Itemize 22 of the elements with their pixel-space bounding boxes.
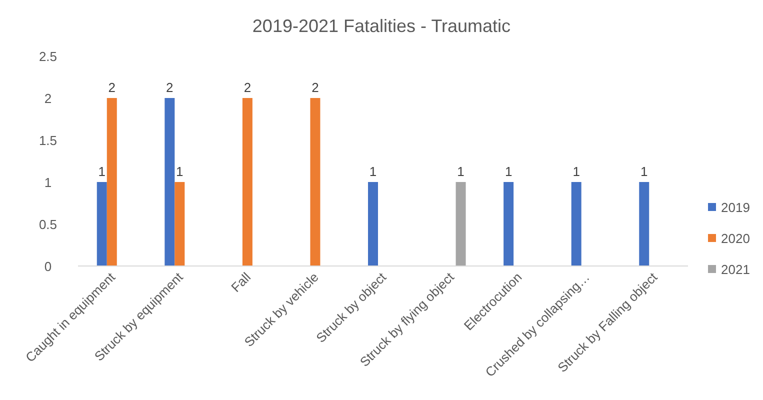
legend-label: 2020	[721, 231, 750, 246]
y-tick-label: 1	[44, 175, 52, 190]
data-label: 1	[572, 164, 580, 179]
data-label: 2	[244, 80, 252, 95]
data-label: 1	[98, 164, 106, 179]
data-label: 1	[369, 164, 377, 179]
data-label: 1	[640, 164, 648, 179]
data-label: 2	[166, 80, 174, 95]
data-label: 1	[504, 164, 512, 179]
chart-title: 2019-2021 Fatalities - Traumatic	[252, 16, 511, 36]
legend-label: 2021	[721, 262, 750, 277]
data-label: 1	[176, 164, 184, 179]
x-tick-label: Fall	[228, 269, 254, 295]
y-tick-label: 2	[44, 91, 52, 106]
data-label: 1	[457, 164, 464, 179]
data-label: 2	[108, 80, 116, 95]
data-label: 2	[312, 80, 319, 95]
y-tick-label: 0	[44, 259, 52, 274]
y-tick-label: 0.5	[38, 217, 58, 232]
y-tick-label: 2.5	[38, 49, 58, 64]
legend-label: 2019	[721, 200, 750, 215]
y-tick-label: 1.5	[38, 133, 58, 148]
